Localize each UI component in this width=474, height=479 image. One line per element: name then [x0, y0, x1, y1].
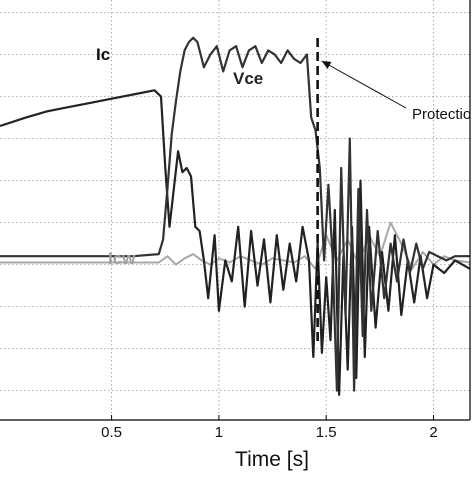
x-tick-label-3: 2	[429, 424, 437, 441]
series-line-vce	[0, 36, 470, 392]
protection-arrow	[321, 60, 407, 109]
x-tick-label-0: 0.5	[101, 424, 122, 441]
series-label-vce: Vce	[233, 69, 263, 88]
series-line-ic	[0, 89, 471, 396]
x-tick-label-1: 1	[215, 424, 223, 441]
protection-label: Protectio	[412, 106, 471, 123]
marker-layer	[316, 38, 407, 342]
series-layer	[0, 36, 471, 396]
x-tick-label-2: 1.5	[316, 424, 337, 441]
axes-layer	[0, 0, 471, 421]
grid-layer	[0, 0, 470, 420]
x-axis-title: Time [s]	[235, 448, 309, 471]
series-label-icw: Icw	[108, 249, 136, 268]
label-layer: 0.5 1 1.5 2 Protectio Ic Vce Icw	[96, 45, 471, 441]
series-label-ic: Ic	[96, 45, 110, 64]
protection-arrowhead	[321, 61, 332, 69]
